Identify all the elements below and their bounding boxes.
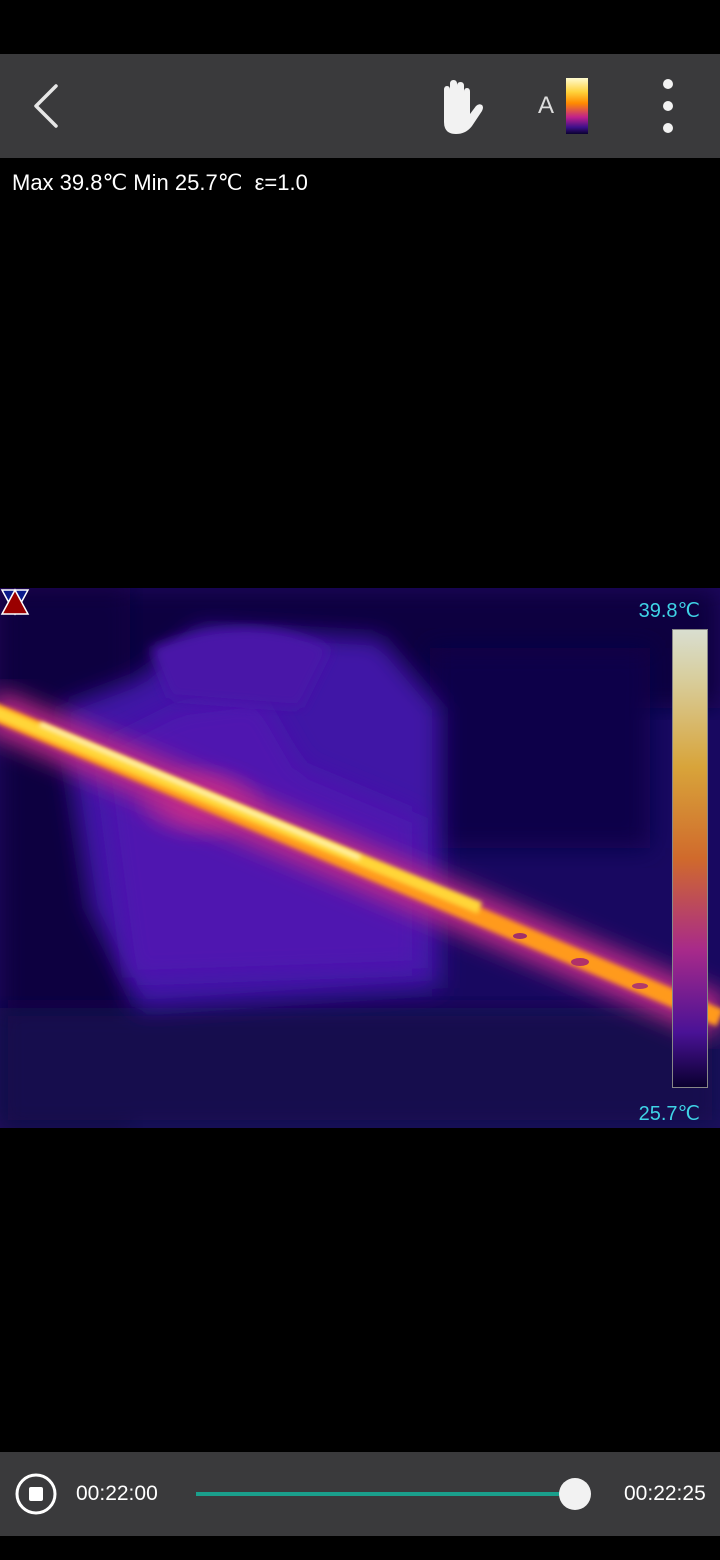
seek-progress — [196, 1492, 575, 1496]
end-time: 00:22:25 — [624, 1482, 706, 1505]
palette-swatch-icon — [566, 78, 588, 134]
thermal-image-view[interactable]: 39.8℃ 25.7℃ — [0, 588, 720, 1128]
palette-selector-button[interactable]: A — [530, 76, 600, 136]
seek-track[interactable] — [196, 1478, 591, 1510]
playback-bar: 00:22:00 00:22:25 — [0, 1452, 720, 1536]
back-button[interactable] — [20, 74, 84, 138]
stop-button[interactable] — [14, 1472, 58, 1516]
hand-icon — [444, 80, 483, 134]
scale-max-label: 39.8℃ — [638, 600, 700, 622]
chevron-left-icon — [34, 84, 58, 128]
more-menu-button[interactable] — [648, 76, 688, 136]
top-toolbar: A — [0, 54, 720, 158]
temperature-readout: Max 39.8℃ Min 25.7℃ ε=1.0 — [12, 170, 308, 195]
stop-icon — [15, 1473, 57, 1515]
color-scale-bar — [672, 629, 708, 1088]
max-temp-marker — [0, 588, 30, 615]
seek-thumb[interactable] — [558, 1478, 591, 1510]
more-vertical-icon — [663, 79, 673, 133]
current-time: 00:22:00 — [76, 1482, 158, 1505]
pan-hand-button[interactable] — [428, 78, 492, 138]
status-bar — [0, 0, 720, 54]
scale-min-label: 25.7℃ — [638, 1103, 700, 1125]
palette-letter: A — [538, 92, 555, 119]
thermal-image — [0, 588, 720, 1128]
